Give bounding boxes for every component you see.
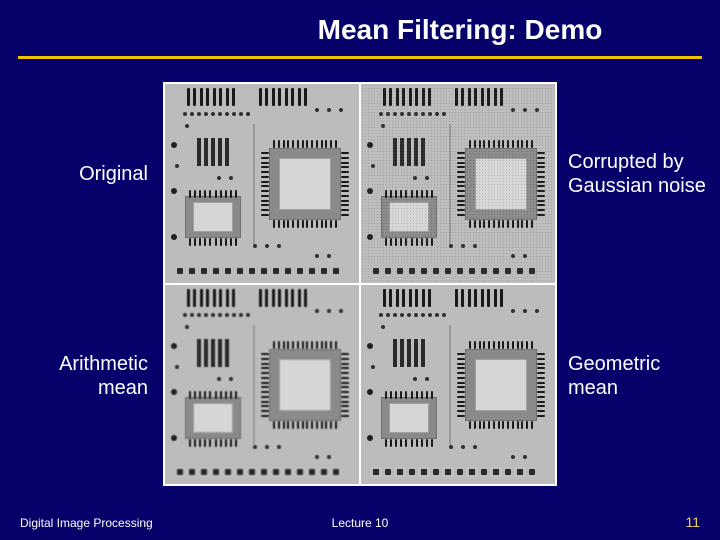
- footer-center: Lecture 10: [0, 516, 720, 530]
- footer-right: 11: [685, 514, 700, 530]
- label-arith-l1: Arithmetic: [59, 353, 148, 375]
- label-corrupted-l1: Corrupted by: [568, 151, 684, 173]
- slide-title: Mean Filtering: Demo: [0, 14, 720, 46]
- cell-arithmetic: [165, 285, 359, 484]
- cell-original: [165, 84, 359, 283]
- cell-noisy: [361, 84, 555, 283]
- label-corrupted: Corrupted by Gaussian noise: [568, 150, 718, 198]
- label-geo-l2: mean: [568, 377, 618, 399]
- label-geometric: Geometric mean: [568, 352, 718, 400]
- image-grid: [163, 82, 557, 486]
- label-original: Original: [28, 162, 148, 186]
- label-arith-l2: mean: [98, 377, 148, 399]
- cell-geometric: [361, 285, 555, 484]
- title-rule: [18, 56, 702, 59]
- label-arithmetic: Arithmetic mean: [28, 352, 148, 400]
- label-geo-l1: Geometric: [568, 353, 660, 375]
- label-corrupted-l2: Gaussian noise: [568, 175, 706, 197]
